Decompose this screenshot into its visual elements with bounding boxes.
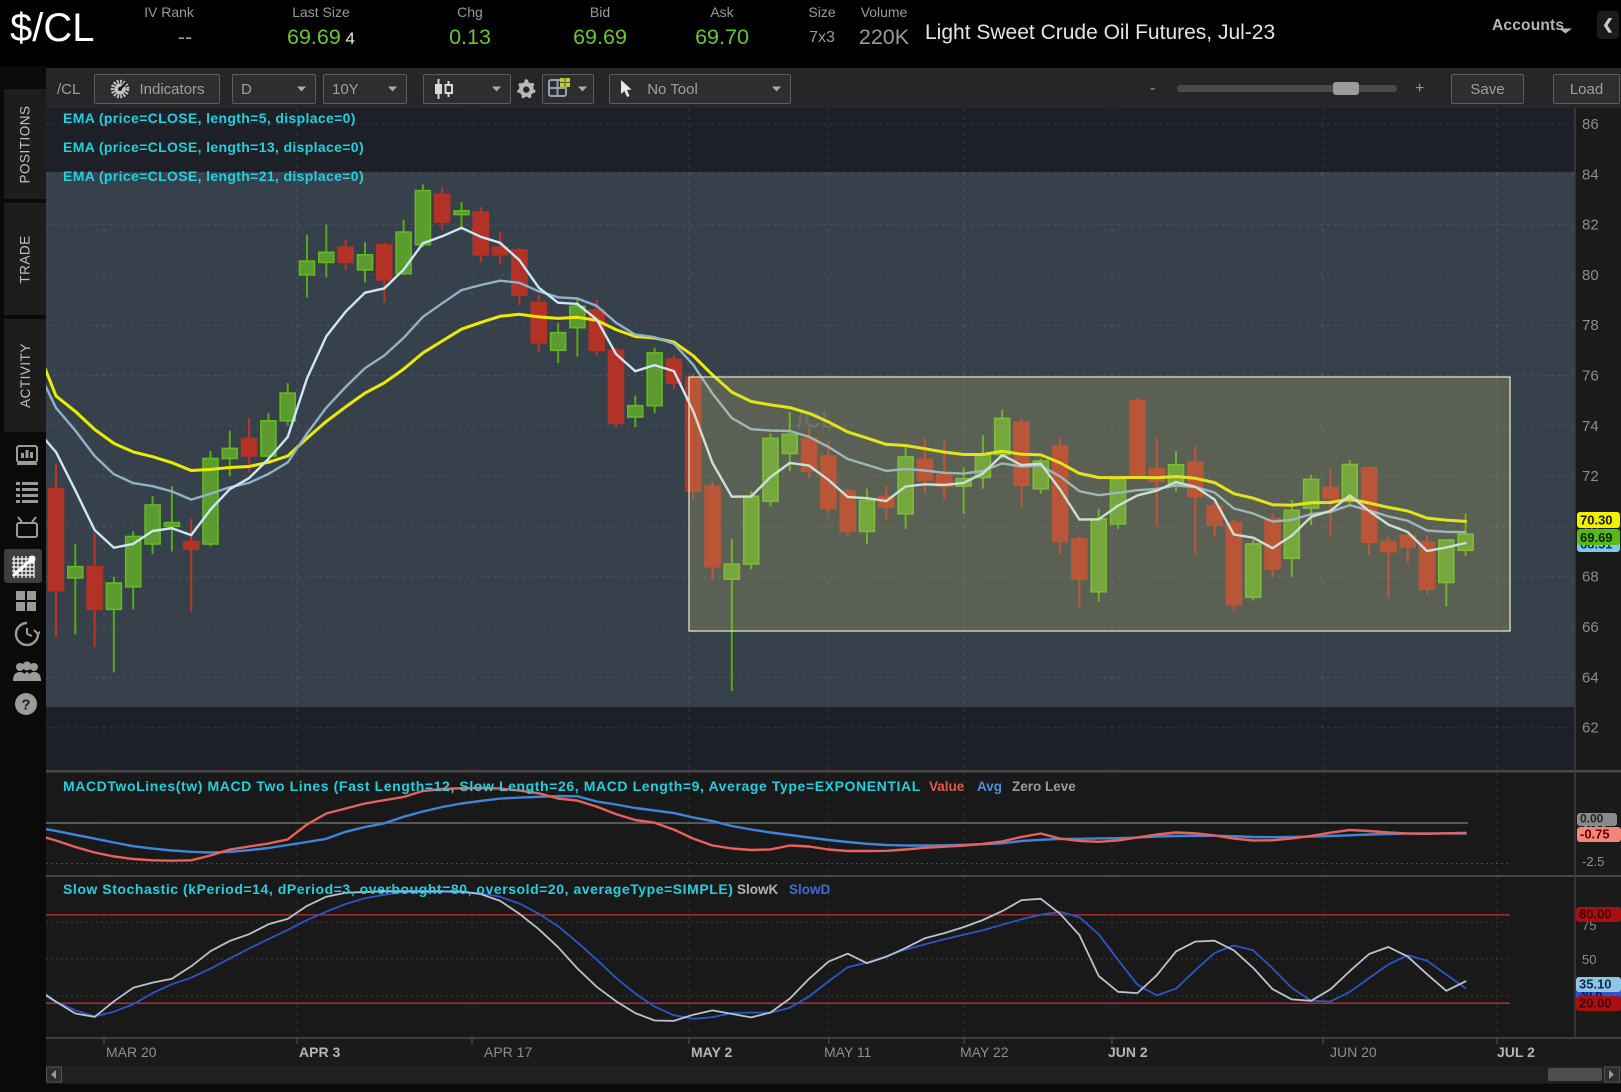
svg-text:74: 74 <box>1582 418 1599 435</box>
svg-text:50: 50 <box>1582 952 1596 967</box>
svg-text:66: 66 <box>1582 619 1599 636</box>
svg-text:82: 82 <box>1582 217 1599 234</box>
svg-text:68: 68 <box>1582 569 1599 586</box>
svg-text:80: 80 <box>1582 267 1599 284</box>
svg-text:35.10: 35.10 <box>1579 977 1612 992</box>
svg-text:Avg: Avg <box>977 779 1002 794</box>
svg-text:0.00: 0.00 <box>1580 812 1604 826</box>
svg-text:70.30: 70.30 <box>1580 513 1613 528</box>
svg-text:20.00: 20.00 <box>1579 996 1612 1011</box>
svg-text:MAY 22: MAY 22 <box>960 1044 1009 1060</box>
svg-text:MACDTwoLines(tw) MACD Two Line: MACDTwoLines(tw) MACD Two Lines (Fast Le… <box>63 778 921 794</box>
svg-text:Zero Leve: Zero Leve <box>1012 779 1076 794</box>
svg-text:Slow Stochastic (kPeriod=14, d: Slow Stochastic (kPeriod=14, dPeriod=3, … <box>63 881 733 897</box>
svg-text:APR 3: APR 3 <box>299 1044 340 1060</box>
svg-text:MAY 2: MAY 2 <box>691 1044 732 1060</box>
svg-text:-2.5: -2.5 <box>1582 854 1604 869</box>
svg-text:80.00: 80.00 <box>1579 907 1612 922</box>
svg-text:84: 84 <box>1582 166 1599 183</box>
svg-text:MAY 11: MAY 11 <box>824 1044 872 1060</box>
svg-text:JUN 20: JUN 20 <box>1330 1044 1377 1060</box>
svg-text:APR 17: APR 17 <box>484 1044 532 1060</box>
svg-text:72: 72 <box>1582 468 1599 485</box>
svg-text:62: 62 <box>1582 720 1599 737</box>
svg-text:SlowD: SlowD <box>789 882 831 897</box>
svg-text:JUN 2: JUN 2 <box>1108 1044 1148 1060</box>
svg-text:JUL 2: JUL 2 <box>1497 1044 1535 1060</box>
svg-text:MAR 20: MAR 20 <box>106 1044 157 1060</box>
svg-text:EMA (price=CLOSE, length=13, d: EMA (price=CLOSE, length=13, displace=0) <box>63 139 364 155</box>
svg-text:78: 78 <box>1582 317 1599 334</box>
svg-text:EMA (price=CLOSE, length=5, di: EMA (price=CLOSE, length=5, displace=0) <box>63 110 356 126</box>
svg-text:76: 76 <box>1582 368 1599 385</box>
svg-text:86: 86 <box>1582 116 1599 133</box>
svg-text:EMA (price=CLOSE, length=21, d: EMA (price=CLOSE, length=21, displace=0) <box>63 168 364 184</box>
svg-text:-0.75: -0.75 <box>1580 827 1610 842</box>
svg-text:64: 64 <box>1582 669 1599 686</box>
svg-text:SlowK: SlowK <box>737 882 779 897</box>
svg-text:69.69: 69.69 <box>1580 530 1613 545</box>
svg-text:?: ? <box>21 697 30 714</box>
svg-text:Value: Value <box>929 779 965 794</box>
